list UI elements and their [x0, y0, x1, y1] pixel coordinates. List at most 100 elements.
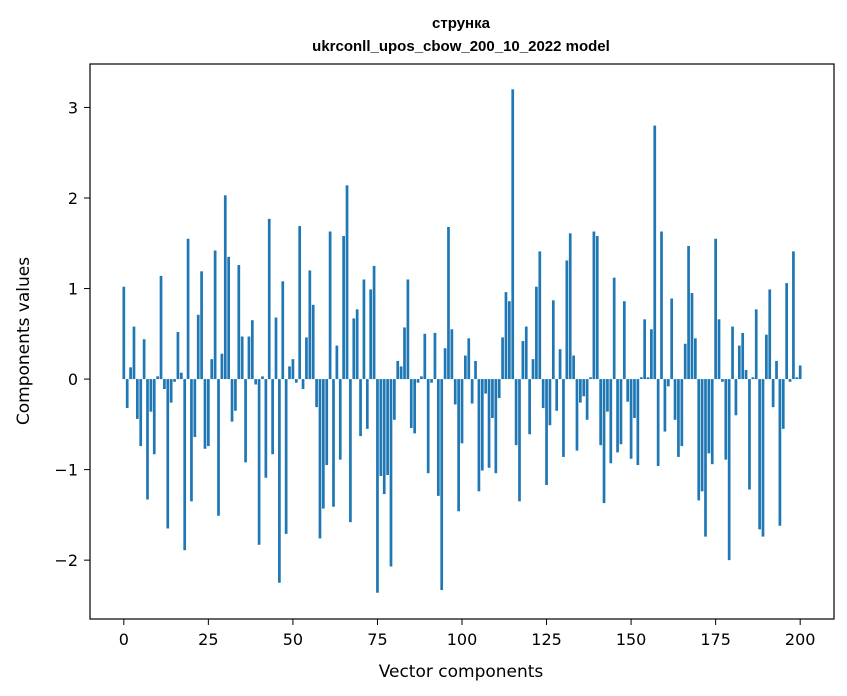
bar-20: [190, 379, 193, 502]
bar-141: [599, 379, 603, 446]
y-axis-label: Components values: [14, 257, 34, 425]
bar-97: [450, 329, 454, 380]
bar-50: [291, 359, 295, 380]
bar-121: [531, 359, 535, 380]
bar-2: [129, 367, 132, 380]
bar-192: [771, 379, 775, 408]
bar-134: [575, 379, 579, 451]
bar-83: [403, 327, 406, 380]
bar-162: [670, 298, 674, 380]
bar-98: [453, 379, 457, 405]
bar-57: [315, 379, 318, 408]
bar-33: [234, 379, 237, 411]
bar-138: [589, 377, 592, 380]
bar-160: [663, 379, 667, 432]
bar-45: [274, 317, 278, 380]
bar-130: [562, 379, 565, 457]
bar-7: [146, 379, 149, 500]
bar-3: [132, 326, 136, 380]
bar-147: [619, 379, 623, 445]
bar-41: [261, 376, 264, 380]
bar-95: [443, 348, 447, 380]
bar-19: [186, 238, 190, 380]
bar-193: [775, 360, 778, 380]
bar-34: [237, 265, 241, 380]
bar-159: [660, 231, 663, 380]
bar-119: [524, 326, 528, 380]
x-tick-label: 125: [531, 630, 562, 649]
x-tick-label: 25: [198, 630, 218, 649]
bar-40: [257, 379, 261, 545]
bar-91: [430, 379, 433, 383]
bar-56: [311, 304, 315, 380]
bar-102: [467, 338, 471, 380]
bar-187: [754, 309, 758, 380]
bar-168: [690, 293, 694, 380]
bar-5: [139, 379, 143, 447]
bar-181: [734, 379, 738, 416]
bar-74: [372, 265, 376, 380]
bar-42: [264, 379, 268, 478]
bar-6: [142, 339, 146, 380]
bar-151: [633, 379, 636, 418]
bar-16: [176, 331, 180, 380]
bar-18: [183, 379, 187, 551]
bar-81: [396, 360, 400, 380]
x-tick-label: 0: [119, 630, 129, 649]
bar-185: [748, 379, 751, 490]
bar-17: [179, 372, 183, 380]
bar-79: [389, 379, 393, 567]
x-tick-label: 50: [283, 630, 303, 649]
bar-112: [501, 337, 504, 380]
bar-164: [677, 379, 680, 457]
bar-174: [710, 379, 714, 465]
bar-75: [376, 379, 379, 593]
bar-183: [741, 332, 745, 380]
bar-165: [680, 379, 684, 447]
y-tick-label: −2: [54, 551, 78, 570]
bar-132: [568, 233, 572, 380]
bar-169: [693, 338, 697, 380]
bar-23: [200, 271, 203, 380]
bar-46: [278, 379, 281, 583]
bar-140: [595, 236, 599, 380]
x-tick-label: 75: [367, 630, 387, 649]
bar-14: [169, 379, 173, 403]
bar-61: [328, 231, 332, 380]
bar-111: [497, 379, 501, 399]
bar-13: [166, 379, 170, 529]
bar-101: [464, 355, 467, 380]
bar-22: [196, 314, 200, 380]
bar-82: [399, 366, 403, 380]
bar-72: [365, 379, 369, 429]
bar-123: [538, 251, 542, 380]
bar-71: [362, 279, 366, 380]
bar-146: [616, 379, 619, 453]
bar-167: [687, 245, 690, 380]
bar-89: [423, 333, 427, 380]
y-tick-label: −1: [54, 461, 78, 480]
bar-145: [612, 277, 616, 380]
bar-163: [673, 379, 677, 420]
bar-158: [656, 379, 660, 466]
bar-125: [545, 379, 548, 485]
bar-59: [321, 379, 325, 509]
bar-139: [592, 231, 596, 380]
bar-73: [369, 289, 373, 380]
bar-113: [504, 292, 508, 380]
y-axis-ticks: −2 −1 0 1 2 3: [54, 98, 90, 570]
bar-29: [220, 353, 224, 380]
bar-176: [717, 319, 721, 380]
bar-124: [541, 379, 545, 409]
chart-title-line1: струнка: [432, 15, 491, 32]
bars-group: [122, 89, 802, 593]
bar-127: [551, 300, 555, 380]
bar-9: [152, 379, 156, 455]
bar-65: [342, 236, 345, 380]
bar-38: [250, 320, 254, 380]
bar-194: [778, 379, 782, 526]
bar-170: [697, 379, 701, 501]
bar-103: [470, 379, 474, 404]
bar-106: [480, 379, 484, 471]
bar-0: [122, 286, 126, 380]
